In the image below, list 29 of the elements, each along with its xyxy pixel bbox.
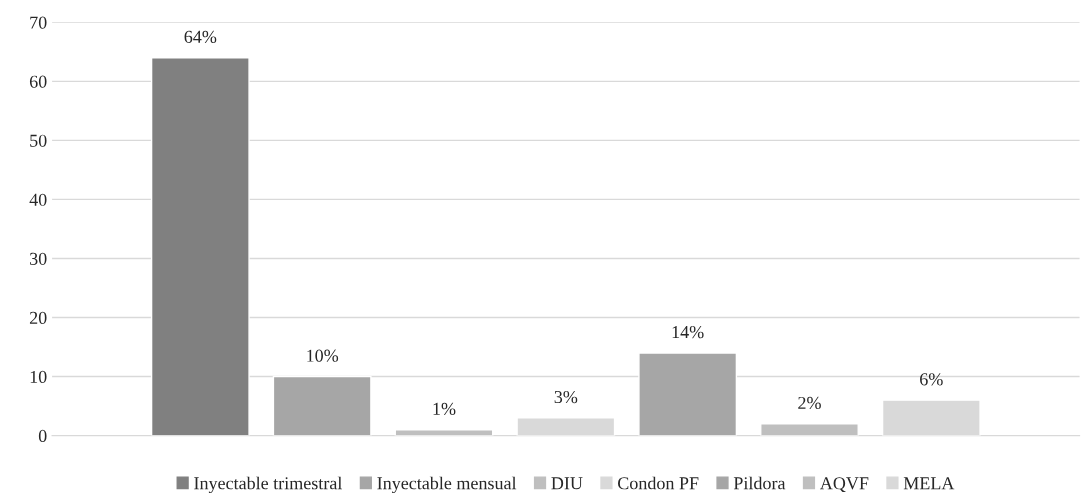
legend-label: Pildora: [733, 476, 786, 490]
y-tick-label: 20: [29, 311, 47, 324]
y-tick-label: 70: [30, 16, 47, 29]
data-label: 10%: [307, 349, 339, 362]
data-label: 2%: [798, 396, 821, 410]
bar: [638, 352, 738, 436]
legend-label: DIU: [551, 477, 583, 490]
y-tick-label: 0: [38, 429, 47, 443]
bar: [150, 57, 250, 436]
data-label: 3%: [554, 390, 578, 404]
bar: [394, 429, 494, 436]
legend-label: Inyectable trimestral: [194, 476, 343, 494]
legend-label: Condon PF: [618, 476, 699, 490]
data-label: 64%: [184, 30, 217, 43]
legend-label: Inyectable mensual: [377, 476, 517, 494]
data-label: 1%: [433, 402, 456, 415]
bar: [272, 375, 372, 436]
bar: [760, 423, 859, 436]
legend-label: MELA: [903, 477, 955, 490]
y-tick-label: 40: [29, 193, 47, 206]
data-label: 6%: [920, 373, 943, 386]
data-label: 14%: [672, 325, 704, 339]
y-tick-label: 30: [30, 252, 47, 265]
bar: [516, 417, 616, 436]
y-tick-label: 50: [30, 134, 47, 147]
legend-label: AQVF: [819, 477, 869, 493]
bar: [881, 399, 981, 436]
y-tick-label: 10: [30, 370, 47, 383]
y-tick-label: 60: [29, 75, 47, 88]
